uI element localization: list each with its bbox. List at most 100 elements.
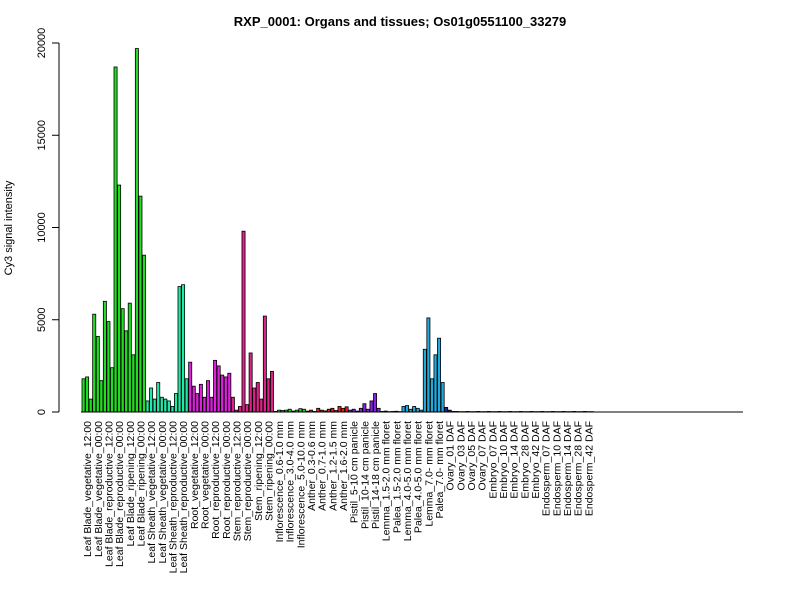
x-tick-label: Stem_reproductive_00:00 bbox=[242, 421, 254, 541]
x-tick-label: Inflorescence_3.0-4.0 mm bbox=[285, 421, 297, 543]
x-tick-label: Endosperm_28 DAF bbox=[573, 421, 585, 516]
bar bbox=[198, 383, 203, 413]
x-tick-label: Stem_reproductive_12:00 bbox=[231, 421, 243, 541]
bar bbox=[85, 376, 90, 413]
bar bbox=[213, 359, 218, 413]
x-tick-label: Anther_1.2-1.5 mm bbox=[327, 421, 339, 511]
bar bbox=[88, 398, 93, 413]
bar bbox=[241, 230, 246, 413]
x-tick-label: Anther_0.3-0.6 mm bbox=[306, 421, 318, 511]
bar bbox=[415, 407, 420, 413]
bar bbox=[227, 372, 232, 413]
bar bbox=[156, 382, 161, 413]
bar bbox=[373, 393, 378, 413]
bar bbox=[255, 382, 260, 413]
bar bbox=[245, 404, 250, 413]
bar bbox=[216, 365, 221, 413]
bar bbox=[113, 66, 118, 413]
bar bbox=[138, 195, 143, 413]
bar bbox=[166, 400, 171, 413]
bar bbox=[195, 393, 200, 413]
bar bbox=[433, 354, 438, 413]
bar bbox=[110, 367, 114, 413]
bar bbox=[369, 400, 374, 413]
bar bbox=[330, 407, 335, 413]
bar bbox=[206, 380, 210, 413]
x-tick-label: Anther_1.6-2.0 mm bbox=[338, 421, 350, 511]
bar bbox=[223, 376, 228, 413]
y-axis-label: Cy3 signal intensity bbox=[3, 180, 15, 275]
bar bbox=[149, 387, 154, 413]
bar bbox=[184, 378, 189, 413]
bar bbox=[170, 406, 175, 413]
bar bbox=[422, 348, 427, 413]
bar bbox=[429, 378, 434, 413]
bar bbox=[341, 407, 346, 413]
bar bbox=[316, 407, 321, 413]
chart-title: RXP_0001: Organs and tissues; Os01g05511… bbox=[234, 14, 566, 29]
x-tick-label: Lemma_1.5-2.0 mm floret bbox=[381, 421, 393, 541]
bar bbox=[174, 393, 178, 413]
bar bbox=[344, 406, 349, 413]
bars-group bbox=[81, 48, 743, 413]
y-tick-label: 15000 bbox=[36, 120, 48, 151]
x-tick-label: Palea_1.5-2.0 mm floret bbox=[391, 421, 403, 533]
bar bbox=[259, 398, 264, 413]
x-tick-label: Ovary_05 DAF bbox=[466, 421, 478, 490]
x-tick-label: Leaf Blade_ripening_12:00 bbox=[125, 421, 137, 547]
bar bbox=[102, 300, 107, 413]
y-axis: 0 5000 10000 15000 20000 bbox=[36, 28, 60, 415]
x-tick-label: Lemma_7.0- mm floret bbox=[423, 421, 435, 527]
x-tick-label: Leaf Blade_reproductive_00:00 bbox=[114, 421, 126, 567]
x-tick-label: Leaf Sheath_vegetative_00:00 bbox=[157, 421, 169, 564]
bar bbox=[426, 317, 431, 413]
x-tick-label: Root_reproductive_12:00 bbox=[210, 421, 222, 539]
bar bbox=[142, 254, 146, 413]
bar bbox=[209, 396, 214, 413]
x-tick-label: Ovary_07 DAF bbox=[477, 421, 489, 490]
bar bbox=[262, 315, 267, 413]
bar bbox=[95, 335, 100, 413]
x-tick-label: Inflorescence_5.0-10.0 mm bbox=[295, 421, 307, 548]
bar bbox=[248, 352, 253, 413]
x-tick-label: Endosperm_10 DAF bbox=[551, 421, 563, 516]
y-tick-label: 0 bbox=[36, 409, 48, 415]
x-tick-label: Stem_ripening_00:00 bbox=[263, 421, 275, 521]
x-tick-label: Leaf Sheath_reproductive_00:00 bbox=[178, 421, 190, 574]
bar bbox=[358, 407, 363, 413]
bar bbox=[412, 406, 417, 413]
bar bbox=[92, 313, 97, 413]
bar bbox=[405, 405, 409, 413]
bar bbox=[131, 354, 136, 413]
x-tick-label: Embryo_42 DAF bbox=[530, 421, 542, 499]
x-tick-label: Inflorescence_0.6-1.0 mm bbox=[274, 421, 286, 543]
x-tick-label: Pistil_14-18 cm panicle bbox=[370, 421, 382, 529]
x-tick-label: Embryo_10 DAF bbox=[498, 421, 510, 499]
bar bbox=[401, 406, 406, 413]
bar bbox=[127, 302, 132, 413]
x-tick-label: Leaf Blade_vegetative_00:00 bbox=[93, 421, 105, 557]
x-tick-label: Pistil_5-10 cm panicle bbox=[349, 421, 361, 523]
x-tick-label: Ovary_01 DAF bbox=[445, 421, 457, 490]
x-tick-label: Lemma_4.0-5.0 mm floret bbox=[402, 421, 414, 541]
y-tick-label: 20000 bbox=[36, 28, 48, 59]
x-tick-label: Leaf Sheath_reproductive_12:00 bbox=[167, 421, 179, 574]
x-tick-label: Leaf Blade_reproductive_12:00 bbox=[103, 421, 115, 567]
bar bbox=[120, 308, 125, 413]
bar bbox=[181, 284, 186, 413]
bar bbox=[81, 378, 86, 413]
x-tick-label: Pistil_10-14 cm panicle bbox=[359, 421, 371, 529]
bar bbox=[124, 330, 129, 413]
x-tick-label: Embryo_07 DAF bbox=[487, 421, 499, 499]
x-tick-label: Embryo_14 DAF bbox=[509, 421, 521, 499]
bar bbox=[444, 406, 449, 413]
bar bbox=[220, 374, 225, 413]
x-tick-label: Ovary_03 DAF bbox=[455, 421, 467, 490]
bar bbox=[202, 396, 207, 413]
bar bbox=[437, 337, 441, 413]
bar bbox=[376, 407, 381, 413]
x-tick-label: Root_reproductive_00:00 bbox=[221, 421, 233, 539]
x-tick-label: Anther_0.7-1.0 mm bbox=[317, 421, 329, 511]
